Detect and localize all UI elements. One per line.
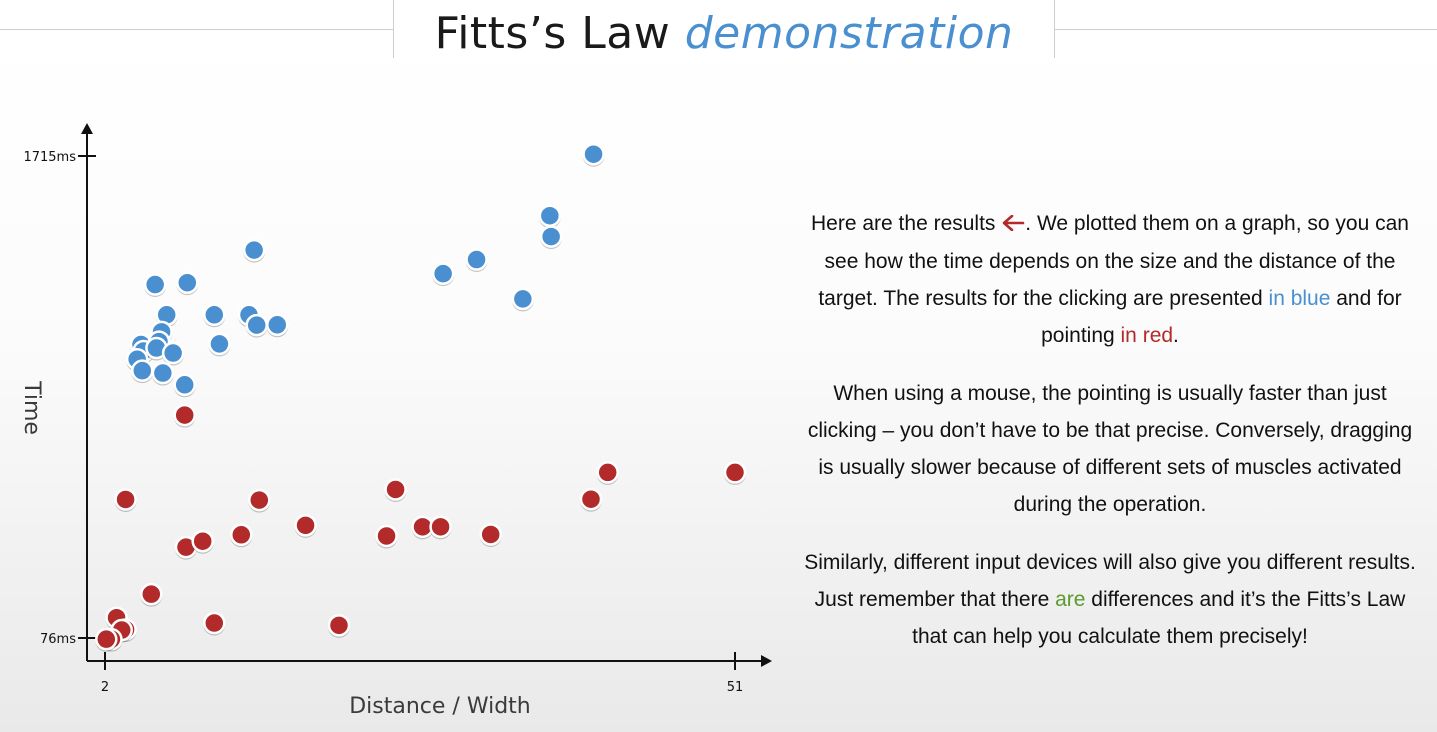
y-tick-label: 76ms <box>40 632 76 647</box>
chart-marks <box>95 142 747 652</box>
data-point <box>294 514 317 537</box>
paragraph-results: Here are the results . We plotted them o… <box>800 205 1420 354</box>
data-point <box>173 373 196 397</box>
title-accent: demonstration <box>684 8 1014 59</box>
data-point <box>248 488 271 512</box>
chart-labels: 2 51 76ms 1715ms Distance / Width Time <box>19 150 743 719</box>
data-point <box>114 488 137 511</box>
data-point <box>538 204 562 227</box>
in-blue-text: in blue <box>1268 286 1331 310</box>
data-point <box>429 515 452 539</box>
title-tab: Fitts’s Law demonstration <box>393 0 1055 60</box>
data-point <box>375 524 398 548</box>
x-axis-title: Distance / Width <box>349 694 531 719</box>
title-main: Fitts’s Law <box>434 8 671 59</box>
chart-axes <box>78 123 772 670</box>
data-point <box>327 614 351 637</box>
content-panel <box>0 29 1437 732</box>
data-point <box>539 225 563 248</box>
data-point <box>245 313 268 337</box>
x-tick-label: 2 <box>101 680 109 695</box>
data-point <box>579 487 603 511</box>
data-point <box>140 582 163 606</box>
y-tick-label: 1715ms <box>23 150 76 165</box>
page-title: Fitts’s Law demonstration <box>394 0 1054 60</box>
x-axis-arrow <box>761 655 772 667</box>
y-axis-arrow <box>81 123 93 134</box>
data-point <box>203 303 226 327</box>
data-point <box>173 403 196 427</box>
y-axis-title: Time <box>19 380 44 435</box>
data-point <box>582 142 605 166</box>
data-point <box>143 273 167 296</box>
are-text: are <box>1055 587 1086 611</box>
paragraph-mouse: When using a mouse, the pointing is usua… <box>807 381 1413 516</box>
data-point <box>242 238 266 262</box>
data-point <box>465 248 488 271</box>
data-point <box>95 627 118 651</box>
data-point <box>191 529 214 553</box>
data-point <box>479 523 502 546</box>
data-point <box>723 461 747 484</box>
paragraph-devices: Similarly, different input devices will … <box>804 550 1416 648</box>
data-point <box>596 461 619 484</box>
data-point <box>511 287 535 311</box>
explanation-text: Here are the results . We plotted them o… <box>800 205 1420 676</box>
data-point <box>151 361 175 385</box>
arrow-left-icon <box>1001 206 1025 243</box>
x-tick-label: 51 <box>727 680 744 695</box>
data-point <box>230 523 253 547</box>
data-point <box>176 271 199 294</box>
scatter-chart: 2 51 76ms 1715ms Distance / Width Time <box>19 123 772 719</box>
data-point <box>431 262 455 285</box>
in-red-text: in red <box>1120 323 1174 347</box>
data-point <box>161 341 185 365</box>
data-point <box>208 332 231 356</box>
data-point <box>266 313 289 337</box>
data-point <box>384 478 407 501</box>
data-point <box>203 611 226 635</box>
data-point <box>131 359 154 382</box>
